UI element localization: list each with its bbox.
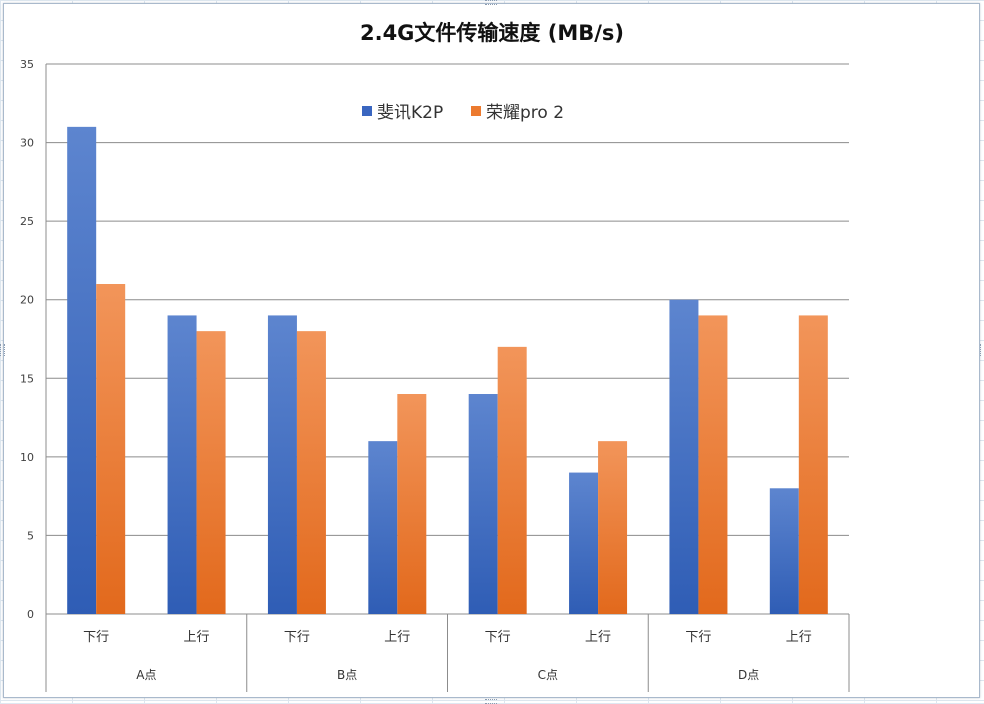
- y-tick-label: 5: [27, 529, 34, 542]
- x-group-label: C点: [538, 668, 558, 682]
- y-tick-label: 30: [20, 137, 34, 150]
- chart-area[interactable]: 2.4G文件传输速度 (MB/s) 0 5 10 15 20 25 30 35 下行 上行 下行 上行…: [3, 3, 980, 698]
- x-category-label: 下行: [485, 630, 511, 645]
- y-tick-label: 10: [20, 451, 34, 464]
- legend-swatch-series-2: [471, 106, 481, 116]
- chart-title: 2.4G文件传输速度 (MB/s): [360, 21, 624, 45]
- bar-series-1: [769, 488, 799, 614]
- y-tick-label: 25: [20, 215, 34, 228]
- legend: 斐讯K2P 荣耀pro 2: [362, 103, 564, 123]
- resize-handle-bottom[interactable]: [485, 699, 497, 704]
- bar-series-2: [497, 346, 527, 614]
- gridlines: [46, 63, 849, 615]
- bar-series-1: [569, 472, 599, 614]
- x-group-label: A点: [136, 668, 156, 682]
- y-tick-label: 35: [20, 58, 34, 71]
- x-category-label: 上行: [184, 630, 210, 645]
- y-tick-label: 0: [27, 608, 34, 621]
- y-tick-label: 20: [20, 294, 34, 307]
- resize-handle-left[interactable]: [0, 344, 5, 356]
- x-category-label: 上行: [384, 630, 410, 645]
- bar-series-1: [267, 315, 297, 614]
- x-category-label: 下行: [83, 630, 109, 645]
- bar-series-2: [196, 331, 226, 614]
- x-category-label: 下行: [284, 630, 310, 645]
- bar-series-2: [598, 441, 628, 614]
- axes: 0 5 10 15 20 25 30 35 下行 上行 下行 上行 下行 上行 下行 上行 A点 B点 C点 D点: [20, 58, 850, 692]
- bar-series-2: [96, 284, 126, 614]
- legend-label-series-2: 荣耀pro 2: [486, 103, 564, 123]
- bar-series-1: [67, 126, 97, 614]
- x-category-label: 上行: [585, 630, 611, 645]
- bar-series-1: [468, 394, 498, 614]
- x-group-label: D点: [738, 668, 759, 682]
- bars: [67, 126, 828, 614]
- bar-series-2: [397, 394, 427, 614]
- bar-series-2: [296, 331, 326, 614]
- x-category-label: 下行: [685, 630, 711, 645]
- bar-series-1: [368, 441, 398, 614]
- x-category-label: 上行: [786, 630, 812, 645]
- legend-label-series-1: 斐讯K2P: [377, 103, 443, 123]
- bar-series-2: [698, 315, 728, 614]
- bar-chart: 2.4G文件传输速度 (MB/s) 0 5 10 15 20 25 30 35 下行 上行 下行 上行…: [20, 21, 850, 692]
- bar-series-2: [798, 315, 828, 614]
- bar-series-1: [167, 315, 197, 614]
- x-group-label: B点: [337, 668, 357, 682]
- y-tick-label: 15: [20, 372, 34, 385]
- resize-handle-top[interactable]: [485, 0, 497, 5]
- bar-series-1: [669, 299, 699, 614]
- legend-swatch-series-1: [362, 106, 372, 116]
- resize-handle-right[interactable]: [980, 344, 984, 356]
